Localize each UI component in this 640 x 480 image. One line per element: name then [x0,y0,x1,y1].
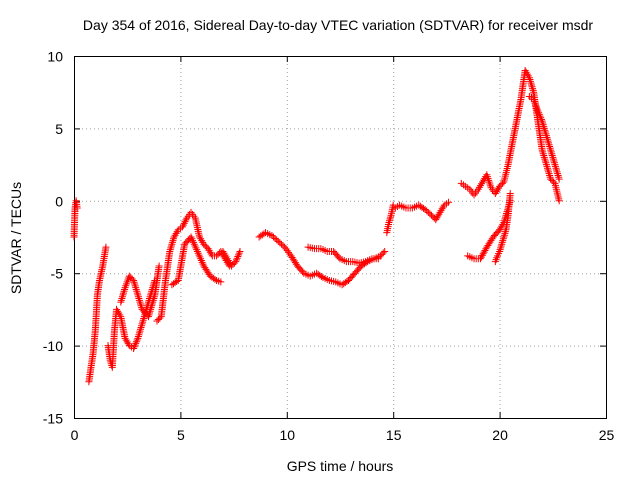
data-series-arc-12 [525,93,563,183]
chart-title: Day 354 of 2016, Sidereal Day-to-day VTE… [83,17,593,33]
data-series-arc-14 [491,190,514,266]
x-tick-label: 15 [386,427,402,443]
y-tick-label: -15 [43,411,63,427]
data-series-arc-10 [383,198,453,237]
axis-ticks [74,56,607,419]
data-series-arc-4 [117,262,163,321]
x-tick-label: 5 [177,427,185,443]
y-tick-label: 0 [55,193,63,209]
data-series-arc-9 [304,243,382,267]
data-series-arc-1 [70,197,81,241]
x-tick-label: 25 [599,427,615,443]
x-tick-label: 0 [71,427,79,443]
plot-frame [74,56,607,419]
data-series-arc-6 [168,233,225,289]
y-axis-label: SDTVAR / TECUs [8,182,24,294]
data-points [70,66,563,386]
data-series-arc-2 [85,243,110,386]
y-tick-labels: -15 -10 -5 0 5 10 [43,49,63,427]
grid [74,56,606,418]
y-tick-label: -5 [51,266,64,282]
y-tick-label: 10 [47,49,63,65]
data-series-arc-8 [255,229,389,289]
x-tick-label: 10 [280,427,296,443]
x-tick-labels: 0 5 10 15 20 25 [71,427,615,443]
data-series-arc-5 [153,208,233,325]
x-tick-label: 20 [492,427,508,443]
y-tick-label: -10 [43,338,63,354]
x-axis-label: GPS time / hours [287,458,394,474]
data-series-arc-3 [104,276,159,371]
data-series-arc-7 [219,247,244,270]
y-tick-label: 5 [55,121,63,137]
